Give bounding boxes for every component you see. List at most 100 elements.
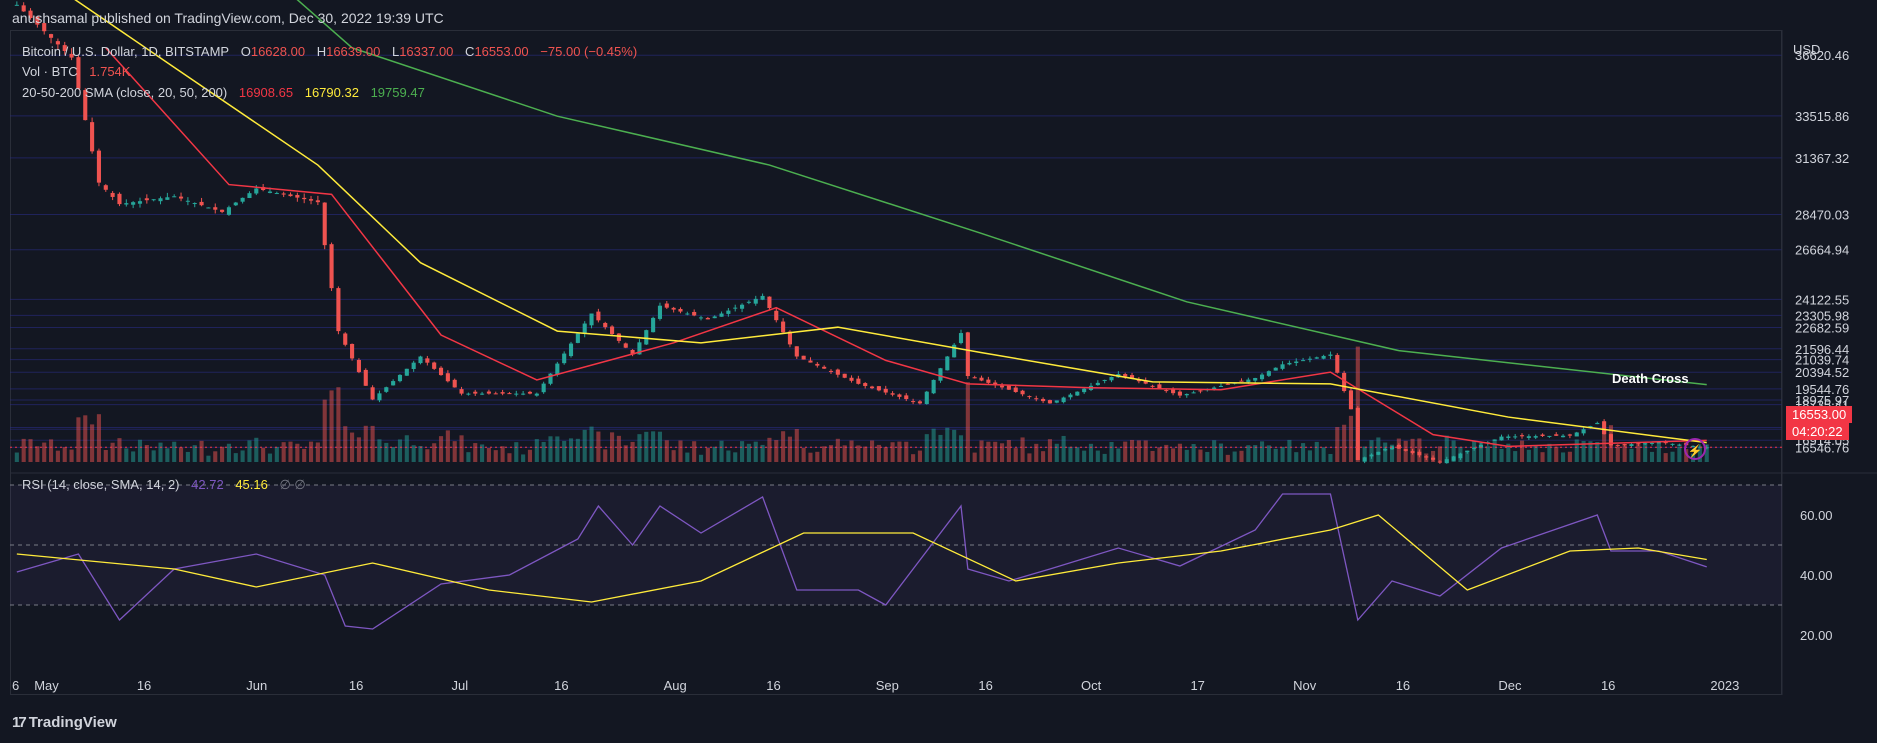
candle-body xyxy=(856,378,861,384)
time-tick-label: Aug xyxy=(664,678,687,693)
volume-bar xyxy=(308,441,314,462)
rsi-tick-label: 40.00 xyxy=(1800,568,1833,583)
volume-bar xyxy=(213,451,218,462)
candle-body xyxy=(575,333,580,343)
volume-bar xyxy=(391,447,396,462)
candle-body xyxy=(863,383,868,387)
candle-body xyxy=(1253,377,1258,381)
candle-body xyxy=(1615,444,1620,446)
candle-body xyxy=(35,16,40,25)
volume-bar xyxy=(1417,438,1422,462)
volume-bar xyxy=(787,436,793,462)
volume-bar xyxy=(432,443,437,462)
candle-body xyxy=(705,317,710,320)
volume-bar xyxy=(870,440,875,462)
candle-body xyxy=(541,383,546,393)
candle-body xyxy=(1656,442,1661,444)
currency-label: USD xyxy=(1793,42,1821,57)
candle-body xyxy=(596,311,601,321)
volume-bar xyxy=(589,426,594,462)
candle-body xyxy=(131,202,136,205)
candle-body xyxy=(1198,390,1203,392)
volume-bar xyxy=(1034,443,1039,462)
volume-bar xyxy=(1622,444,1627,462)
candle-body xyxy=(267,191,273,193)
volume-bar xyxy=(1212,440,1217,462)
candle-body xyxy=(1191,392,1196,394)
volume-bar xyxy=(753,441,758,462)
volume-bar xyxy=(1088,443,1094,462)
volume-bar xyxy=(917,450,922,462)
volume-bar xyxy=(131,451,136,462)
volume-bar xyxy=(740,441,745,462)
candle-body xyxy=(1574,432,1579,437)
volume-bar xyxy=(1403,440,1408,462)
candle-body xyxy=(62,45,67,51)
sma20-value: 16908.65 xyxy=(238,85,294,100)
candle-body xyxy=(1143,380,1148,384)
candle-body xyxy=(842,373,847,378)
candle-body xyxy=(958,333,964,344)
volume-bar xyxy=(151,450,156,462)
volume-bar xyxy=(1068,446,1073,462)
volume-bar xyxy=(863,446,868,462)
candle-body xyxy=(1540,434,1545,437)
candle-body xyxy=(302,197,307,200)
candle-body xyxy=(822,366,827,369)
candle-body xyxy=(1567,434,1572,436)
candle-body xyxy=(562,353,567,364)
candle-body xyxy=(233,202,238,206)
open-value: 16628.00 xyxy=(250,44,306,59)
volume-bar xyxy=(835,438,840,462)
candle-body xyxy=(158,198,163,202)
volume-bar xyxy=(733,452,738,462)
candle-body xyxy=(1321,355,1326,359)
volume-bar xyxy=(1649,451,1655,462)
volume-bar xyxy=(596,431,601,462)
candle-body xyxy=(1328,354,1333,356)
volume-bar xyxy=(1157,447,1162,462)
tradingview-logo[interactable]: 17 TradingView xyxy=(12,714,117,731)
candle-body xyxy=(1177,391,1182,396)
rsi-tick-label: 20.00 xyxy=(1800,628,1833,643)
volume-bar xyxy=(1006,440,1011,462)
candle-body xyxy=(117,193,122,205)
volume-bar xyxy=(671,450,676,462)
rsi-sma-line xyxy=(16,514,1707,603)
candle-body xyxy=(151,199,156,201)
candle-body xyxy=(774,310,779,321)
volume-bar xyxy=(1663,453,1668,462)
time-tick-label: May xyxy=(34,678,59,693)
candle-body xyxy=(726,310,731,314)
lightning-icon[interactable]: ⚡ xyxy=(1684,438,1706,460)
volume-bar xyxy=(1218,443,1224,462)
volume-bar xyxy=(1458,446,1463,462)
volume-bar xyxy=(350,432,355,462)
candle-body xyxy=(363,369,368,386)
volume-bar xyxy=(1273,448,1278,462)
volume-bar xyxy=(651,431,656,462)
candle-body xyxy=(1506,436,1511,438)
volume-bar xyxy=(1465,450,1470,462)
candle-body xyxy=(240,197,245,202)
volume-bar xyxy=(657,431,663,462)
candle-body xyxy=(1102,379,1107,381)
open-label: O xyxy=(240,44,251,59)
candle-body xyxy=(1561,435,1566,438)
volume-bar xyxy=(1533,445,1538,462)
volume-bar xyxy=(1574,439,1579,462)
volume-bar xyxy=(534,439,539,462)
candle-body xyxy=(685,313,690,315)
volume-bar xyxy=(1431,450,1436,462)
volume-bar xyxy=(1478,442,1484,462)
candle-body xyxy=(466,393,471,395)
candle-body xyxy=(630,349,635,355)
volume-bar xyxy=(96,414,101,462)
rsi-extra-value: ∅ ∅ xyxy=(279,477,306,492)
candle-body xyxy=(1513,436,1518,438)
candle-body xyxy=(644,330,649,345)
volume-bar xyxy=(1355,346,1360,462)
volume-bar xyxy=(1136,440,1141,462)
volume-bar xyxy=(603,449,608,462)
